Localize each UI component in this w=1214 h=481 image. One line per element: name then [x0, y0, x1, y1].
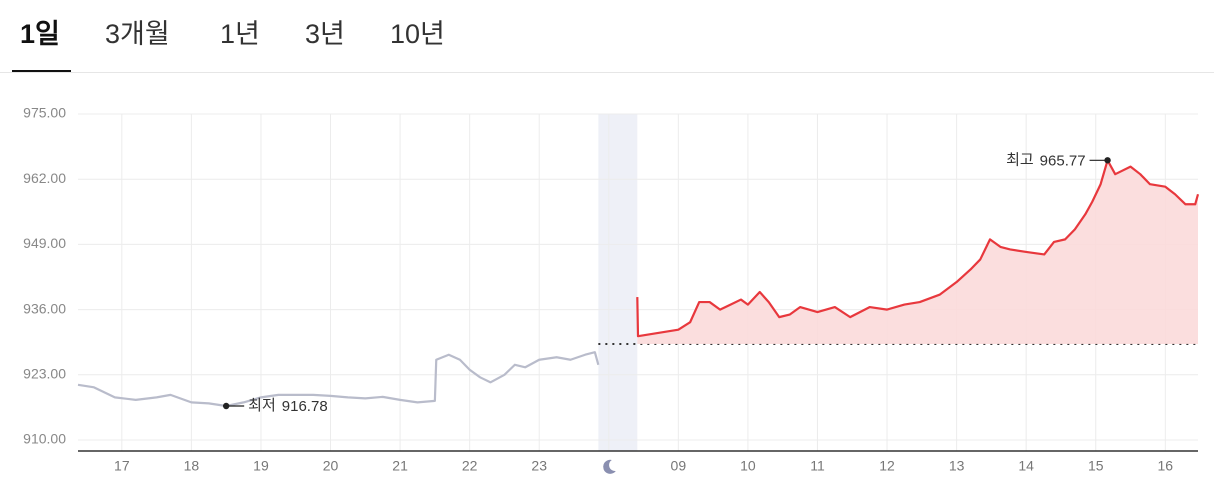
x-tick-label: 14	[1018, 458, 1034, 474]
tab[interactable]: 1년	[220, 19, 260, 49]
x-tick-label: 21	[392, 458, 408, 474]
tab-underline	[12, 70, 71, 72]
annotation-value: 965.77	[1040, 152, 1086, 169]
annotation-value: 916.78	[282, 398, 328, 415]
night-icon	[603, 459, 616, 474]
x-tick-label: 15	[1088, 458, 1104, 474]
x-tick-label: 13	[949, 458, 965, 474]
x-tick-label: 11	[810, 458, 825, 474]
tab[interactable]: 3년	[305, 19, 345, 49]
tab[interactable]: 3개월	[105, 19, 170, 49]
annotation-label: 최저	[248, 397, 276, 414]
y-tick-label: 936.00	[23, 300, 66, 316]
tab[interactable]: 10년	[390, 19, 445, 49]
x-tick-label: 19	[253, 458, 269, 474]
night-band	[598, 114, 638, 451]
x-tick-label: 17	[114, 458, 130, 474]
x-tick-label: 22	[462, 458, 478, 474]
y-tick-label: 975.00	[23, 105, 66, 121]
y-tick-label: 962.00	[23, 170, 66, 186]
tab[interactable]: 1일	[20, 19, 60, 49]
y-tick-label: 923.00	[23, 366, 66, 382]
line	[77, 351, 600, 408]
y-tick-label: 910.00	[23, 431, 66, 447]
y-tick-label: 949.00	[23, 235, 66, 251]
x-tick-label: 12	[879, 458, 895, 474]
annotation-label: 최고	[1006, 151, 1034, 168]
area	[637, 160, 1198, 345]
period-tabs: 1일 3개월 1년 3년 10년	[0, 0, 1214, 73]
x-tick-label: 20	[323, 458, 339, 474]
x-tick-label: 16	[1158, 458, 1174, 474]
x-tick-label: 23	[531, 458, 547, 474]
line	[636, 159, 1200, 338]
x-tick-label: 18	[184, 458, 200, 474]
x-tick-label: 09	[671, 458, 687, 474]
x-tick-label: 10	[740, 458, 756, 474]
